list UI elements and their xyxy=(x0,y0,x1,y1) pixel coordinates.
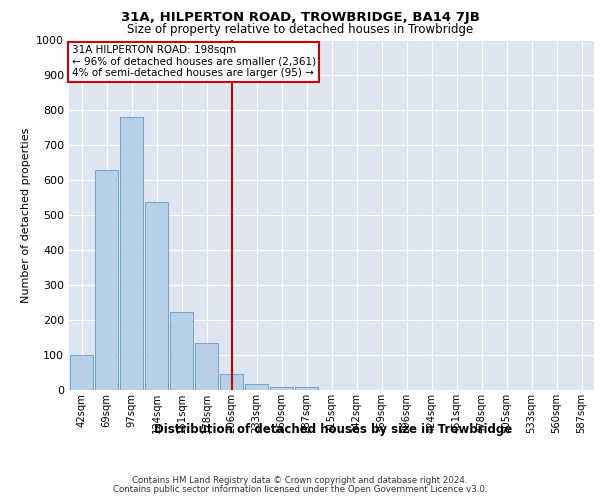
Text: 31A HILPERTON ROAD: 198sqm
← 96% of detached houses are smaller (2,361)
4% of se: 31A HILPERTON ROAD: 198sqm ← 96% of deta… xyxy=(71,46,316,78)
Bar xyxy=(269,386,293,390)
Text: Size of property relative to detached houses in Trowbridge: Size of property relative to detached ho… xyxy=(127,22,473,36)
Bar xyxy=(170,312,193,390)
Text: Distribution of detached houses by size in Trowbridge: Distribution of detached houses by size … xyxy=(154,422,512,436)
Bar xyxy=(245,384,268,390)
Text: 31A, HILPERTON ROAD, TROWBRIDGE, BA14 7JB: 31A, HILPERTON ROAD, TROWBRIDGE, BA14 7J… xyxy=(121,12,479,24)
Bar xyxy=(95,170,118,390)
Y-axis label: Number of detached properties: Number of detached properties xyxy=(20,128,31,302)
Bar xyxy=(119,117,143,390)
Bar xyxy=(220,374,244,390)
Text: Contains HM Land Registry data © Crown copyright and database right 2024.: Contains HM Land Registry data © Crown c… xyxy=(132,476,468,485)
Bar xyxy=(295,386,319,390)
Bar xyxy=(70,355,94,390)
Bar xyxy=(194,343,218,390)
Text: Contains public sector information licensed under the Open Government Licence v3: Contains public sector information licen… xyxy=(113,484,487,494)
Bar xyxy=(145,202,169,390)
